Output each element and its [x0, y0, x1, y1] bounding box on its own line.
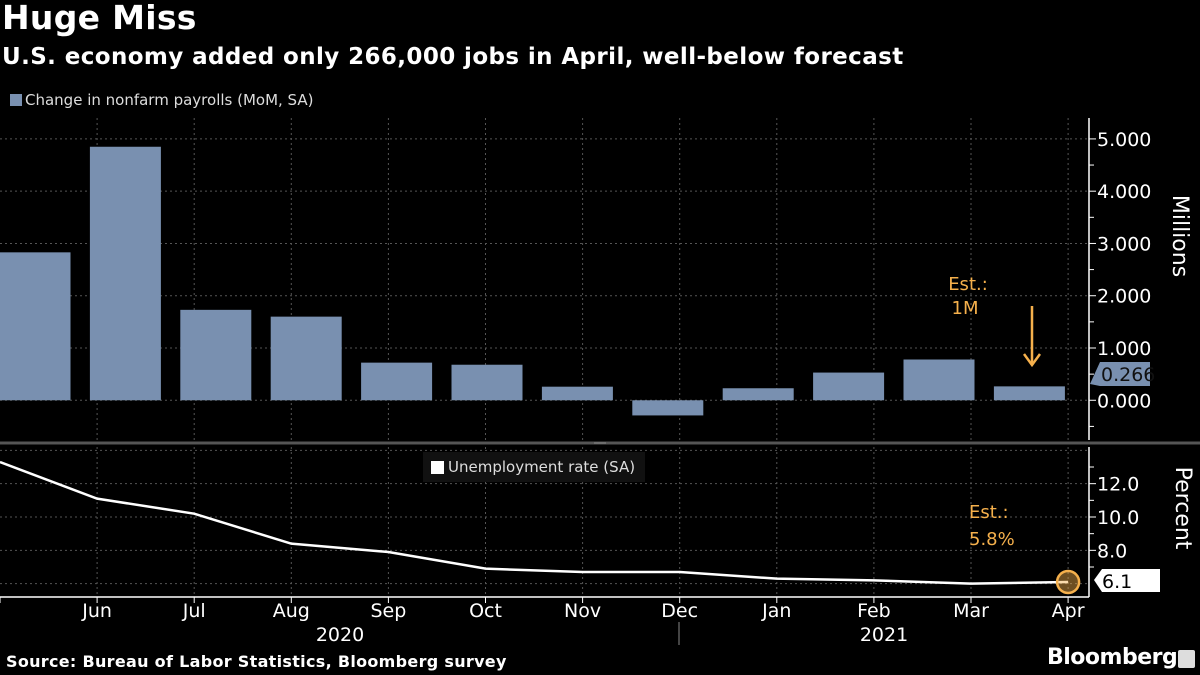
y-tick-label: 3.000	[1097, 233, 1151, 255]
bar-dec-2020	[632, 400, 704, 416]
y-tick-label: 2.000	[1097, 286, 1151, 308]
unemployment-legend-label: Unemployment rate (SA)	[448, 458, 636, 476]
chart-title: Huge Miss	[2, 0, 197, 37]
year-label-2021: 2021	[860, 624, 908, 646]
x-tick-label-mar: Mar	[953, 600, 989, 622]
unemployment-legend-swatch	[431, 460, 444, 474]
bar-oct-2020	[451, 364, 523, 401]
y-tick-label: 12.0	[1097, 474, 1139, 496]
y-tick-label: 8.0	[1097, 540, 1127, 562]
payrolls-legend-swatch	[10, 94, 22, 106]
payroll-estimate-label-2: 1M	[952, 298, 979, 319]
y-tick-label: 1.000	[1097, 338, 1151, 360]
payrolls-legend: Change in nonfarm payrolls (MoM, SA)	[10, 91, 313, 109]
unemployment-axis-label: Percent	[1170, 467, 1195, 550]
bar-mar-2021	[903, 359, 975, 401]
unemployment-estimate-label-1: Est.:	[969, 502, 1009, 523]
bar-nov-2020	[541, 386, 613, 401]
x-tick-label-oct: Oct	[469, 600, 502, 622]
bar-feb-2021	[813, 372, 885, 401]
x-tick-label-nov: Nov	[564, 600, 601, 622]
y-tick-label: 10.0	[1097, 507, 1139, 529]
down-arrow-icon	[1022, 306, 1042, 368]
x-tick-label-aug: Aug	[273, 600, 310, 622]
unemployment-last-value-tag	[1094, 569, 1160, 592]
y-tick-label: 5.000	[1097, 129, 1151, 151]
bar-jun-2020	[89, 146, 161, 401]
x-tick-label-apr: Apr	[1052, 600, 1085, 622]
unemployment-line	[0, 460, 1069, 585]
highlight-circle	[1055, 569, 1081, 595]
year-label-2020: 2020	[316, 624, 364, 646]
unemployment-legend: Unemployment rate (SA)	[423, 452, 646, 482]
unemployment-last-value: 6.1	[1102, 571, 1132, 593]
bar-jul-2020	[180, 309, 252, 401]
payrolls-last-value-tag	[1090, 362, 1150, 386]
bar-aug-2020	[270, 316, 342, 401]
chart-subtitle: U.S. economy added only 266,000 jobs in …	[2, 44, 904, 70]
unemployment-estimate-label-2: 5.8%	[969, 529, 1015, 550]
x-tick-label-jul: Jul	[182, 600, 206, 622]
payrolls-legend-label: Change in nonfarm payrolls (MoM, SA)	[25, 91, 314, 109]
chart-icon[interactable]	[1178, 650, 1195, 668]
x-tick-label-jun: Jun	[81, 600, 112, 622]
bar-jan-2021	[722, 388, 794, 401]
bar-may-2020	[0, 252, 71, 401]
x-tick-label-jan: Jan	[761, 600, 791, 622]
y-tick-label: 0.000	[1097, 390, 1151, 412]
payrolls-axis-label: Millions	[1167, 195, 1192, 277]
bloomberg-logo: Bloomberg	[1047, 645, 1178, 670]
payrolls-last-value: 0.266	[1101, 364, 1155, 386]
source-note: Source: Bureau of Labor Statistics, Bloo…	[6, 652, 507, 671]
bar-apr-2021	[993, 386, 1065, 401]
bar-sep-2020	[361, 362, 433, 401]
x-tick-label-sep: Sep	[370, 600, 406, 622]
x-tick-label-feb: Feb	[857, 600, 891, 622]
x-tick-label-dec: Dec	[661, 600, 698, 622]
y-tick-label: 4.000	[1097, 181, 1151, 203]
payroll-estimate-label-1: Est.:	[948, 274, 988, 295]
